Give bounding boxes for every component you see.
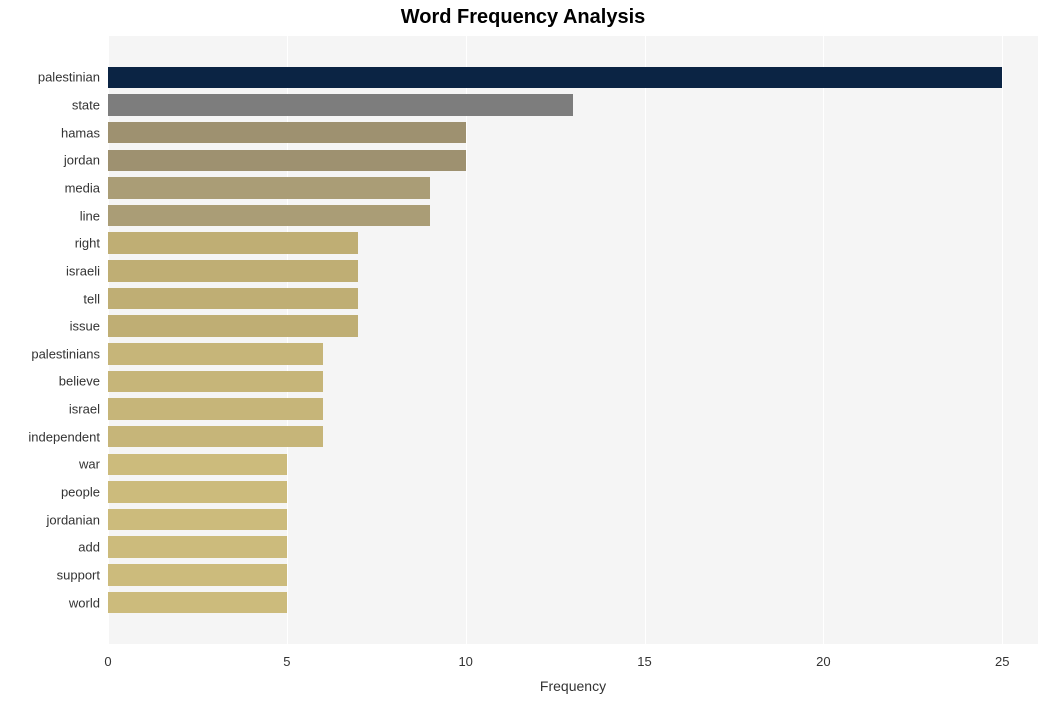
bar — [108, 481, 287, 503]
bar — [108, 177, 430, 199]
y-tick-label: support — [57, 567, 108, 582]
y-tick-label: tell — [83, 291, 108, 306]
gridline — [823, 36, 824, 644]
plot-area: Frequency 0510152025palestinianstatehama… — [108, 36, 1038, 644]
chart-title: Word Frequency Analysis — [0, 6, 1046, 29]
x-tick-label: 5 — [283, 644, 290, 669]
bar — [108, 398, 323, 420]
bar — [108, 288, 358, 310]
y-tick-label: war — [79, 457, 108, 472]
chart-container: Word Frequency Analysis Frequency 051015… — [0, 0, 1046, 701]
y-tick-label: world — [69, 595, 108, 610]
y-tick-label: jordanian — [47, 512, 109, 527]
bar — [108, 509, 287, 531]
x-tick-label: 15 — [637, 644, 651, 669]
bar — [108, 67, 1002, 89]
y-tick-label: hamas — [61, 125, 108, 140]
x-tick-label: 0 — [104, 644, 111, 669]
bar — [108, 343, 323, 365]
bar — [108, 564, 287, 586]
y-tick-label: people — [61, 485, 108, 500]
x-tick-label: 25 — [995, 644, 1009, 669]
bar — [108, 232, 358, 254]
bar — [108, 260, 358, 282]
gridline — [645, 36, 646, 644]
y-tick-label: add — [78, 540, 108, 555]
gridline — [1002, 36, 1003, 644]
y-tick-label: state — [72, 98, 108, 113]
y-tick-label: israeli — [66, 263, 108, 278]
bar — [108, 454, 287, 476]
y-tick-label: believe — [59, 374, 108, 389]
y-tick-label: line — [80, 208, 108, 223]
y-tick-label: israel — [69, 402, 108, 417]
y-tick-label: media — [65, 181, 108, 196]
bar — [108, 205, 430, 227]
bar — [108, 536, 287, 558]
bar — [108, 371, 323, 393]
bar — [108, 150, 466, 172]
y-tick-label: independent — [28, 429, 108, 444]
bar — [108, 426, 323, 448]
bar — [108, 592, 287, 614]
y-tick-label: jordan — [64, 153, 108, 168]
y-tick-label: right — [75, 236, 108, 251]
y-tick-label: issue — [70, 319, 108, 334]
gridline — [466, 36, 467, 644]
bar — [108, 315, 358, 337]
bar — [108, 94, 573, 116]
x-tick-label: 20 — [816, 644, 830, 669]
y-tick-label: palestinian — [38, 70, 108, 85]
y-tick-label: palestinians — [31, 346, 108, 361]
bar — [108, 122, 466, 144]
x-axis-label: Frequency — [540, 678, 606, 694]
x-tick-label: 10 — [458, 644, 472, 669]
